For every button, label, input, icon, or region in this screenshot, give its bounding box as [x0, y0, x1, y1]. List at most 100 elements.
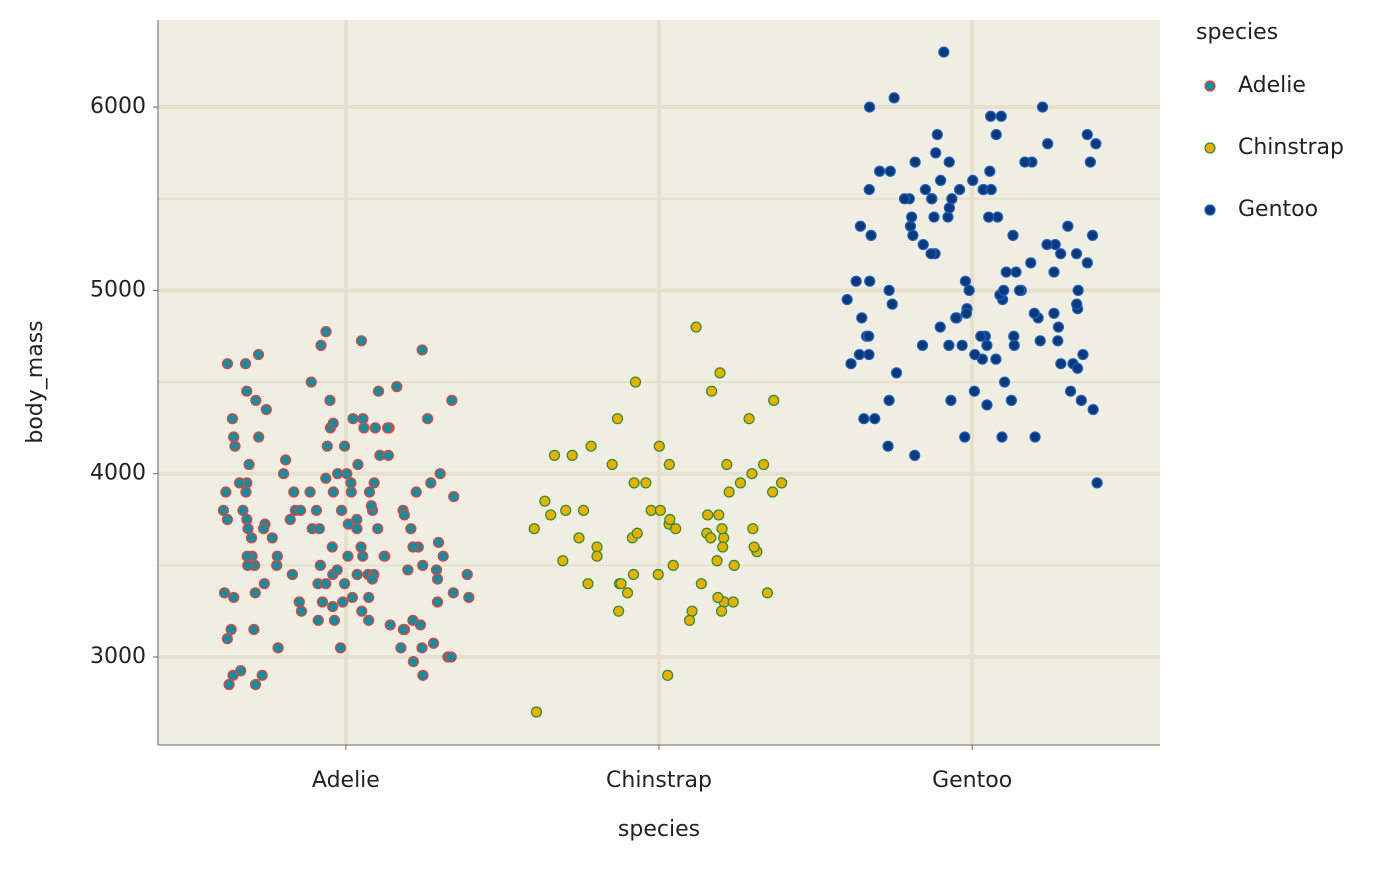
- point: [221, 513, 234, 526]
- point: [445, 651, 457, 663]
- point: [461, 568, 473, 581]
- point: [253, 431, 265, 443]
- point: [252, 348, 265, 361]
- point: [943, 156, 955, 168]
- point: [437, 550, 449, 562]
- point: [331, 564, 343, 576]
- point: [865, 229, 877, 241]
- point: [854, 220, 867, 232]
- point: [288, 486, 300, 498]
- point: [652, 568, 664, 581]
- point: [716, 523, 728, 535]
- point: [240, 486, 252, 498]
- x-tick-label: Chinstrap: [606, 768, 712, 793]
- point: [909, 449, 921, 461]
- point: [718, 532, 730, 544]
- point: [372, 523, 384, 535]
- point: [248, 623, 260, 636]
- point: [545, 509, 557, 521]
- point: [856, 312, 868, 324]
- point: [667, 559, 679, 571]
- point: [378, 550, 390, 562]
- point: [320, 326, 332, 338]
- point: [1000, 266, 1012, 278]
- point: [351, 523, 363, 535]
- point: [295, 605, 308, 617]
- point: [235, 665, 247, 677]
- point: [613, 605, 625, 617]
- point: [727, 596, 739, 608]
- point: [898, 193, 911, 205]
- point: [397, 623, 410, 636]
- point: [363, 614, 375, 626]
- point: [407, 541, 419, 553]
- point: [258, 578, 270, 590]
- point: [981, 399, 993, 411]
- point: [945, 394, 957, 406]
- point: [416, 344, 428, 356]
- point: [271, 559, 283, 571]
- point: [585, 440, 597, 452]
- point: [217, 504, 230, 516]
- point: [363, 591, 375, 604]
- point: [427, 637, 440, 649]
- point: [539, 495, 551, 507]
- point: [321, 440, 333, 452]
- point: [953, 183, 966, 196]
- point: [858, 413, 870, 425]
- point: [241, 550, 253, 562]
- point: [417, 669, 429, 681]
- point: [611, 413, 624, 425]
- point: [1007, 229, 1019, 241]
- point: [447, 587, 459, 599]
- point: [1034, 335, 1046, 347]
- y-tick-label: 3000: [90, 644, 146, 669]
- point: [355, 541, 367, 553]
- point: [528, 523, 540, 535]
- point: [841, 293, 853, 306]
- point: [239, 358, 252, 370]
- point: [930, 147, 942, 159]
- point: [407, 655, 419, 668]
- point: [1029, 431, 1041, 443]
- point: [748, 541, 760, 553]
- point: [577, 504, 590, 516]
- point: [995, 110, 1007, 122]
- point: [352, 458, 364, 471]
- point: [1036, 101, 1049, 113]
- point: [398, 509, 410, 521]
- point: [990, 353, 1002, 365]
- point: [883, 284, 895, 296]
- point: [315, 339, 327, 351]
- point: [566, 449, 578, 461]
- point: [414, 619, 427, 631]
- point: [342, 518, 354, 530]
- point: [229, 440, 241, 452]
- point: [690, 321, 702, 333]
- point: [1010, 266, 1022, 278]
- point: [1052, 335, 1064, 347]
- point: [355, 335, 368, 347]
- points: [217, 46, 1103, 718]
- point: [312, 614, 324, 626]
- point: [530, 706, 543, 718]
- point: [931, 128, 943, 141]
- point: [728, 559, 740, 571]
- point: [431, 596, 444, 608]
- point: [310, 504, 323, 516]
- point: [327, 600, 339, 613]
- point: [334, 642, 347, 654]
- legend-label: Adelie: [1238, 73, 1306, 98]
- point: [850, 275, 862, 287]
- point: [313, 523, 325, 535]
- point: [422, 413, 434, 425]
- point: [326, 541, 338, 553]
- point: [1048, 266, 1060, 278]
- point: [615, 578, 627, 590]
- point: [272, 642, 284, 654]
- point: [998, 284, 1010, 296]
- point: [956, 339, 968, 351]
- point: [1005, 394, 1017, 406]
- point: [382, 422, 394, 434]
